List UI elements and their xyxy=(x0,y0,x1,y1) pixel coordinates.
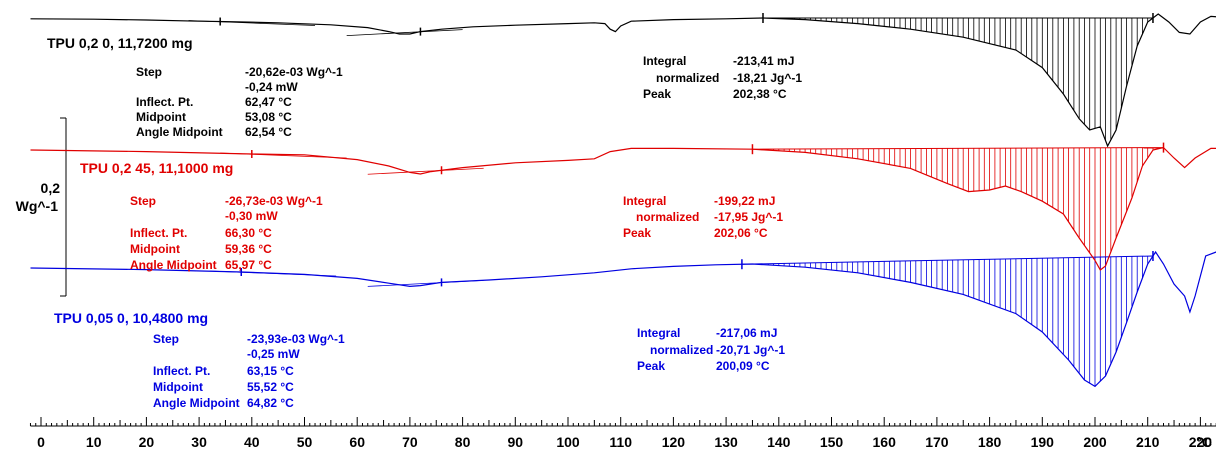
x-tick-label: 20 xyxy=(139,434,155,450)
label-inflect-pt: Inflect. Pt. xyxy=(136,95,194,109)
x-tick-label: 0 xyxy=(37,434,45,450)
label-angle-midpoint: Angle Midpoint xyxy=(153,396,240,410)
tg-tangent-line xyxy=(188,20,316,26)
x-tick-label: 100 xyxy=(556,434,580,450)
series-line xyxy=(30,250,1216,388)
value-inflect-pt: 66,30 °C xyxy=(225,226,272,240)
series-line xyxy=(30,146,1216,271)
x-tick-label: 190 xyxy=(1031,434,1055,450)
value-step-mw: -0,25 mW xyxy=(247,347,300,361)
value-step: -23,93e-03 Wg^-1 xyxy=(247,332,345,346)
label-step: Step xyxy=(153,332,180,346)
value-midpoint: 59,36 °C xyxy=(225,242,272,256)
value-integral: -217,06 mJ xyxy=(716,326,778,340)
tg-tangent-line xyxy=(209,270,337,277)
x-tick-label: 160 xyxy=(873,434,897,450)
scale-bar-value: 0,2 xyxy=(40,180,60,196)
label-integral: Integral xyxy=(623,194,667,208)
label-integral: Integral xyxy=(643,54,687,68)
value-step-mw: -0,24 mW xyxy=(245,80,298,94)
label-step: Step xyxy=(130,194,157,208)
label-normalized: normalized xyxy=(636,210,700,224)
x-tick-label: 170 xyxy=(925,434,949,450)
value-angle-midpoint: 65,97 °C xyxy=(225,258,272,272)
label-midpoint: Midpoint xyxy=(153,380,203,394)
label-integral: Integral xyxy=(637,326,681,340)
value-step-mw: -0,30 mW xyxy=(225,209,278,223)
label-normalized: normalized xyxy=(656,71,720,85)
value-angle-midpoint: 62,54 °C xyxy=(245,125,292,139)
integral-hatch-layer xyxy=(741,13,1165,387)
x-tick-label: 180 xyxy=(978,434,1002,450)
label-peak: Peak xyxy=(637,359,666,373)
value-peak: 202,38 °C xyxy=(733,87,787,101)
x-tick-label: 70 xyxy=(402,434,418,450)
x-axis: 0 10 20 30 40 50 60 70 80 90 100 110 120 130 140 150 160… xyxy=(29,417,1216,450)
value-step: -26,73e-03 Wg^-1 xyxy=(225,194,323,208)
value-inflect-pt: 62,47 °C xyxy=(245,95,292,109)
y-scale-bar xyxy=(60,117,67,297)
x-tick-label: 50 xyxy=(297,434,313,450)
x-tick-label: 10 xyxy=(86,434,102,450)
series-title: TPU 0,2 0, 11,7200 mg xyxy=(47,35,193,51)
value-midpoint: 55,52 °C xyxy=(247,380,294,394)
tg-tangent-line xyxy=(367,167,484,175)
value-normalized: -20,71 Jg^-1 xyxy=(716,343,786,357)
x-tick-label: 210 xyxy=(1136,434,1160,450)
series-line xyxy=(30,13,1216,148)
label-inflect-pt: Inflect. Pt. xyxy=(153,364,211,378)
value-peak: 202,06 °C xyxy=(714,226,768,240)
x-axis-unit: °C xyxy=(1196,434,1212,450)
value-peak: 200,09 °C xyxy=(716,359,770,373)
label-angle-midpoint: Angle Midpoint xyxy=(136,125,223,139)
integral-hatch xyxy=(794,18,1149,141)
tg-tangent-line xyxy=(346,29,463,36)
value-step: -20,62e-03 Wg^-1 xyxy=(245,65,343,79)
x-tick-label: 40 xyxy=(244,434,260,450)
curve-layer xyxy=(30,13,1216,388)
x-tick-label: 30 xyxy=(191,434,207,450)
scale-bar-unit: Wg^-1 xyxy=(15,198,58,214)
value-angle-midpoint: 64,82 °C xyxy=(247,396,294,410)
x-tick-label: 200 xyxy=(1083,434,1107,450)
label-normalized: normalized xyxy=(650,343,714,357)
integral-hatch xyxy=(767,256,1149,387)
series-title: TPU 0,05 0, 10,4800 mg xyxy=(54,310,209,326)
value-normalized: -18,21 Jg^-1 xyxy=(733,71,803,85)
value-normalized: -17,95 Jg^-1 xyxy=(714,210,784,224)
label-step: Step xyxy=(136,65,163,79)
value-midpoint: 53,08 °C xyxy=(245,110,292,124)
x-tick-label: 110 xyxy=(609,434,632,450)
label-midpoint: Midpoint xyxy=(136,110,186,124)
x-tick-label: 150 xyxy=(820,434,844,450)
label-inflect-pt: Inflect. Pt. xyxy=(130,226,188,240)
value-inflect-pt: 63,15 °C xyxy=(247,364,294,378)
x-tick-label: 140 xyxy=(767,434,791,450)
value-integral: -199,22 mJ xyxy=(714,194,776,208)
x-tick-label: 60 xyxy=(349,434,365,450)
x-tick-label: 220 xyxy=(1189,434,1213,450)
series-title: TPU 0,2 45, 11,1000 mg xyxy=(80,160,234,176)
label-peak: Peak xyxy=(643,87,672,101)
tg-tangent-line xyxy=(367,280,484,287)
label-peak: Peak xyxy=(623,226,652,240)
value-integral: -213,41 mJ xyxy=(733,54,795,68)
integral-hatch xyxy=(767,147,1159,270)
x-tick-label: 130 xyxy=(714,434,738,450)
label-midpoint: Midpoint xyxy=(130,242,180,256)
tg-tangent-line xyxy=(220,152,347,159)
x-tick-label: 80 xyxy=(455,434,471,450)
x-tick-label: 90 xyxy=(508,434,524,450)
label-angle-midpoint: Angle Midpoint xyxy=(130,258,217,272)
x-tick-label: 120 xyxy=(662,434,686,450)
